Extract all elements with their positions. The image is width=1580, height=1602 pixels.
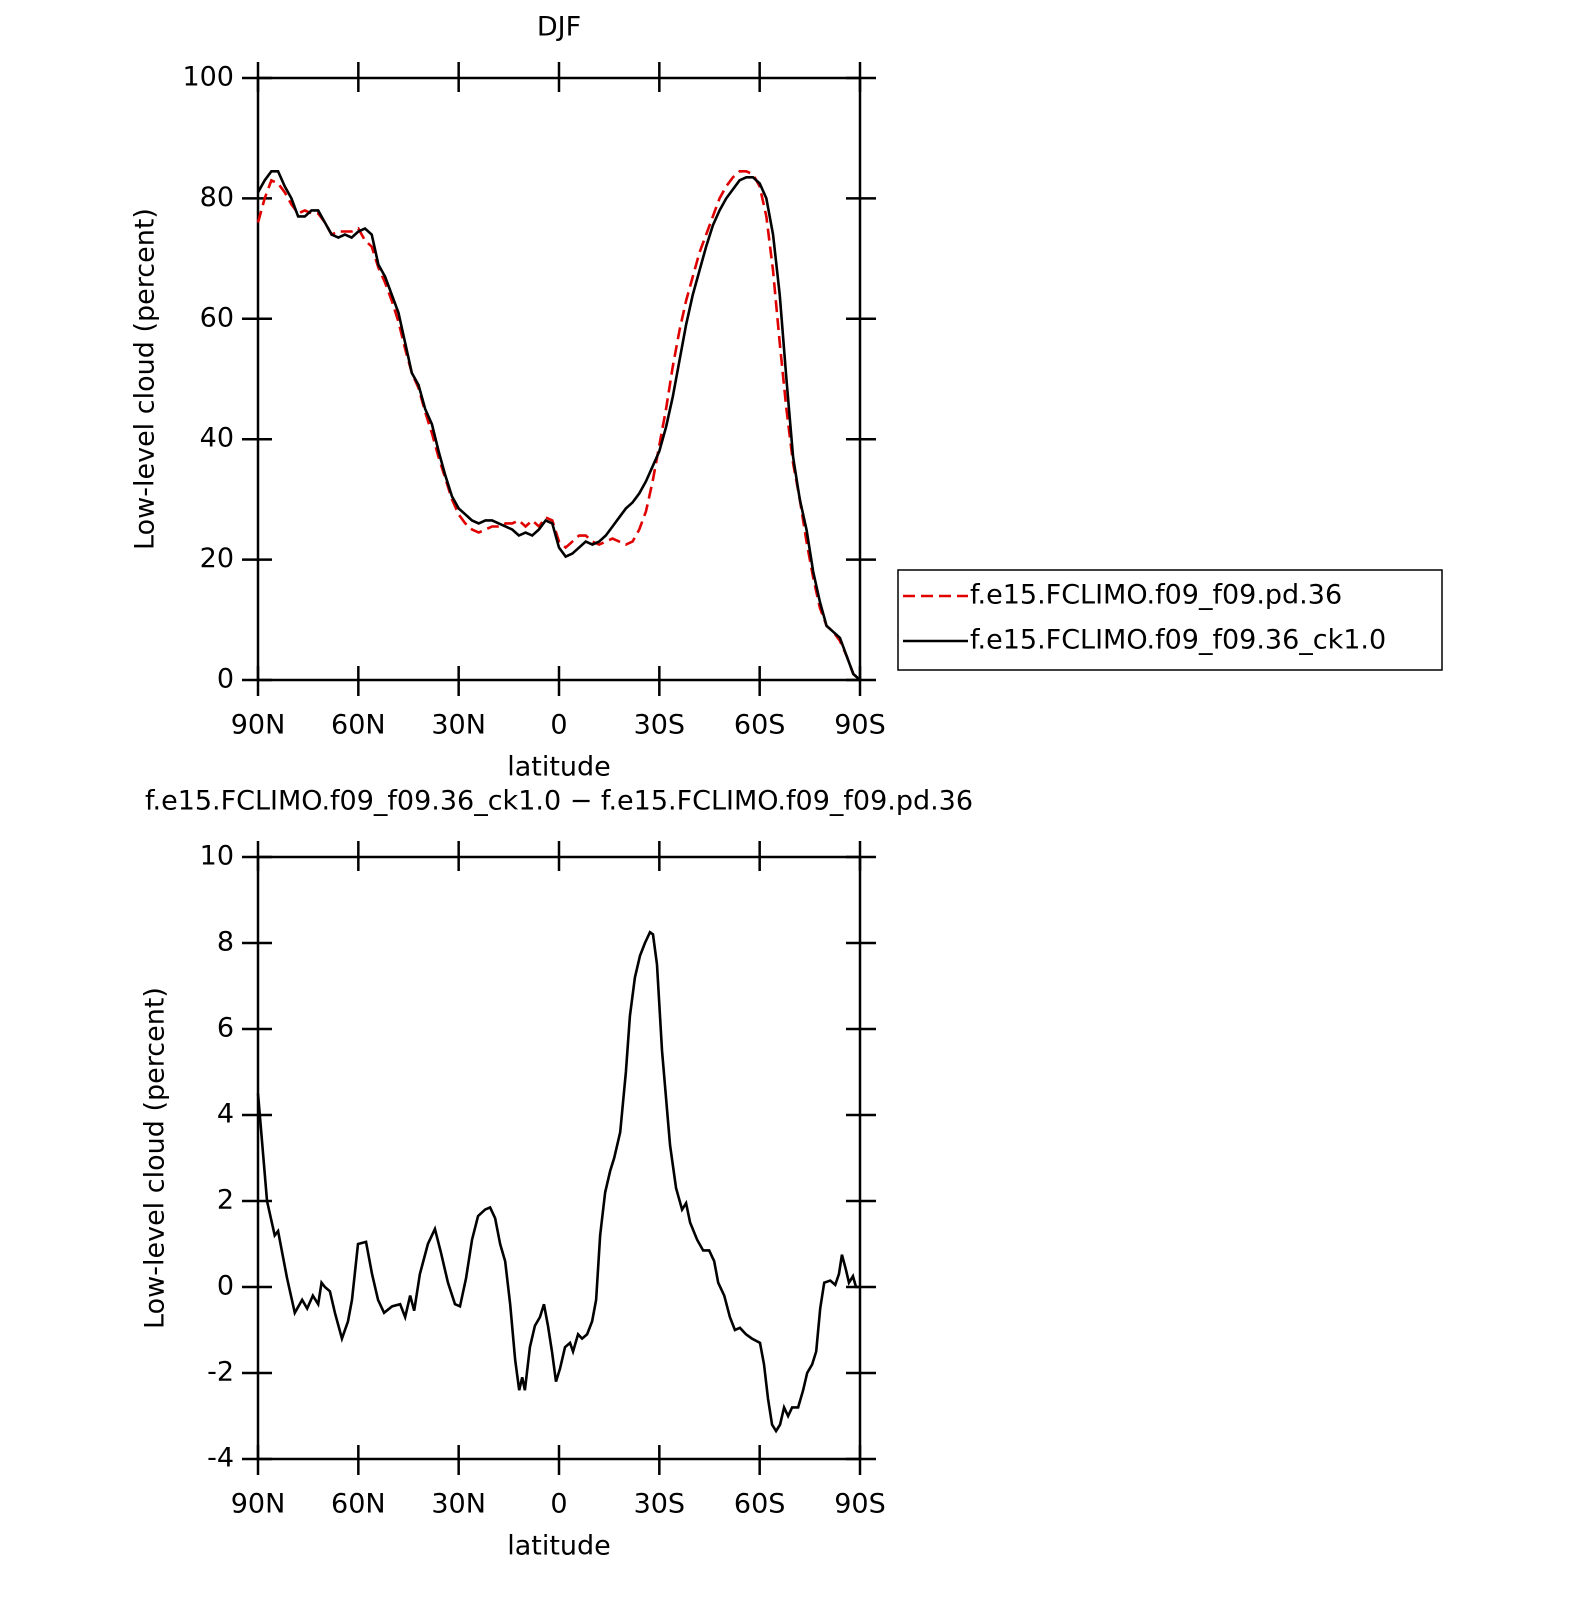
x-axis-label: latitude [507, 752, 611, 783]
y-tick-label: 6 [217, 1013, 234, 1044]
y-tick-label: 80 [200, 182, 234, 213]
x-axis-label: latitude [507, 1531, 611, 1562]
y-tick-label: -2 [207, 1357, 234, 1388]
legend-label: f.e15.FCLIMO.f09_f09.pd.36 [970, 580, 1342, 611]
y-axis-label: Low-level cloud (percent) [130, 208, 161, 550]
y-axis-label: Low-level cloud (percent) [140, 987, 171, 1329]
y-tick-label: 0 [217, 1271, 234, 1302]
legend: f.e15.FCLIMO.f09_f09.pd.36 f.e15.FCLIMO.f… [897, 569, 1443, 671]
x-tick-label: 60N [331, 710, 386, 741]
y-tick-label: -4 [207, 1443, 234, 1474]
data-line [256, 170, 861, 681]
y-tick-label: 8 [217, 927, 234, 958]
x-tick-label: 90S [834, 1489, 886, 1520]
plot-frame [256, 76, 862, 682]
y-tick-label: 100 [182, 62, 234, 93]
y-tick-label: 40 [200, 423, 234, 454]
x-tick-label: 30N [431, 710, 486, 741]
data-line [256, 930, 860, 1434]
data-line [256, 170, 861, 681]
x-tick-label: 0 [550, 710, 567, 741]
y-tick-label: 0 [217, 664, 234, 695]
x-tick-label: 60S [734, 1489, 786, 1520]
x-tick-label: 60S [734, 710, 786, 741]
x-tick-label: 30S [634, 710, 686, 741]
y-tick-label: 4 [217, 1099, 234, 1130]
x-tick-label: 30S [634, 1489, 686, 1520]
x-tick-label: 60N [331, 1489, 386, 1520]
x-tick-label: 30N [431, 1489, 486, 1520]
plot-frame [256, 855, 862, 1461]
legend-box [897, 569, 1443, 671]
x-tick-label: 90S [834, 710, 886, 741]
legend-label: f.e15.FCLIMO.f09_f09.36_ck1.0 [970, 625, 1386, 656]
y-tick-label: 20 [200, 543, 234, 574]
x-tick-label: 0 [550, 1489, 567, 1520]
y-tick-label: 2 [217, 1185, 234, 1216]
x-tick-label: 90N [231, 1489, 286, 1520]
y-tick-label: 60 [200, 302, 234, 333]
chart-title: f.e15.FCLIMO.f09_f09.36_ck1.0 − f.e15.FC… [145, 786, 973, 817]
x-tick-label: 90N [231, 710, 286, 741]
chart-title: DJF [537, 12, 581, 43]
y-tick-label: 10 [200, 841, 234, 872]
